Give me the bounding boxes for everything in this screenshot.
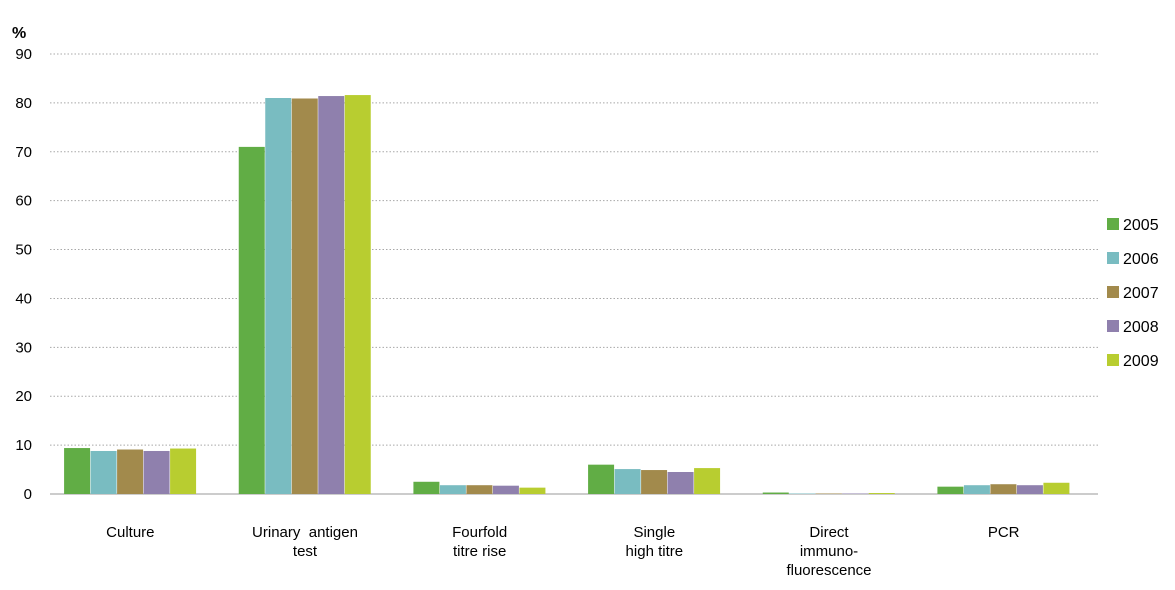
legend: 2005 2006 2007 2008 2009 (1107, 217, 1159, 370)
legend-item-2007: 2007 (1107, 285, 1159, 302)
bar-2005 (64, 448, 91, 494)
legend-swatch (1107, 218, 1119, 230)
y-tick-labels: 0 10 20 30 40 50 60 70 80 90 (15, 46, 32, 503)
y-tick-label: 40 (15, 290, 32, 307)
bar-2007 (466, 485, 493, 494)
legend-label: 2005 (1123, 217, 1159, 234)
y-tick-label: 70 (15, 144, 32, 161)
category-labels: Culture Urinary antigen test Fourfold titre … (106, 524, 1020, 579)
legend-swatch (1107, 286, 1119, 298)
bar-2007 (990, 484, 1017, 494)
y-tick-label: 80 (15, 95, 32, 112)
y-tick-label: 50 (15, 242, 32, 259)
y-axis-unit-label: % (12, 25, 26, 42)
bar-2009 (170, 448, 197, 494)
legend-swatch (1107, 320, 1119, 332)
bar-2007 (291, 98, 318, 494)
legend-label: 2007 (1123, 285, 1159, 302)
bar-2006 (90, 450, 117, 494)
bar-2006 (963, 485, 990, 494)
legend-item-2009: 2009 (1107, 353, 1159, 370)
bar-2006 (614, 469, 641, 494)
category-label: Direct immuno-fluorescence (786, 524, 871, 579)
y-tick-label: 20 (15, 388, 32, 405)
bar-2008 (318, 96, 345, 495)
bar-2009 (519, 487, 546, 494)
y-tick-label: 60 (15, 193, 32, 210)
gridlines (50, 53, 1098, 495)
y-tick-label: 0 (24, 486, 32, 503)
legend-item-2006: 2006 (1107, 251, 1159, 268)
bar-2005 (937, 486, 964, 494)
legend-item-2005: 2005 (1107, 217, 1159, 234)
bar-2009 (344, 95, 371, 495)
bar-2008 (143, 450, 170, 494)
bar-2009 (868, 493, 895, 494)
category-label: Fourfold titre rise (452, 524, 507, 560)
bars (64, 95, 1070, 495)
bar-2005 (762, 492, 789, 494)
bar-2008 (1016, 485, 1043, 494)
bar-2005 (413, 481, 440, 494)
y-tick-label: 90 (15, 46, 32, 63)
legend-label: 2008 (1123, 319, 1159, 336)
y-tick-label: 30 (15, 339, 32, 356)
legend-label: 2006 (1123, 251, 1159, 268)
legend-swatch (1107, 252, 1119, 264)
bar-2006 (265, 98, 292, 494)
bar-2009 (694, 468, 721, 494)
bar-2005 (588, 464, 615, 494)
bar-2007 (117, 449, 144, 494)
bar-2006 (439, 485, 466, 494)
legend-item-2008: 2008 (1107, 319, 1159, 336)
bar-2007 (641, 470, 668, 494)
category-label: Culture (106, 524, 154, 541)
category-label: Single high titre (626, 524, 684, 560)
bar-2008 (667, 472, 694, 494)
bar-2009 (1043, 482, 1070, 494)
bar-2008 (492, 485, 519, 494)
y-tick-label: 10 (15, 437, 32, 454)
legend-swatch (1107, 354, 1119, 366)
category-label: PCR (988, 524, 1020, 541)
legend-label: 2009 (1123, 353, 1159, 370)
category-label: Urinary antigen test (252, 524, 358, 560)
bar-2005 (238, 146, 265, 494)
